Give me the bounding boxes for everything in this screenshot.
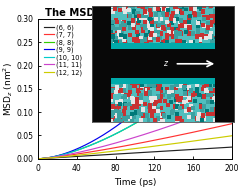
- (7, 7): [226, 124, 229, 126]
- (11, 11): [226, 104, 229, 106]
- Line: [38, 136, 232, 159]
- (9, 9): [226, 12, 229, 14]
- (8, 8): [196, 82, 198, 84]
- (9, 9): [129, 115, 132, 117]
- (12, 12): [196, 139, 198, 142]
- (11, 11): [196, 115, 198, 117]
- Y-axis label: MSD$_z$ (nm$^2$): MSD$_z$ (nm$^2$): [1, 62, 15, 116]
- (11, 11): [230, 102, 233, 104]
- (11, 11): [130, 137, 133, 139]
- (10, 10): [196, 81, 198, 83]
- (10, 10): [141, 118, 144, 120]
- Line: [38, 147, 232, 159]
- Line: [38, 103, 232, 159]
- (6, 6): [230, 146, 233, 148]
- Line: [38, 54, 232, 159]
- (8, 8): [37, 158, 40, 160]
- (11, 11): [141, 134, 144, 136]
- (12, 12): [152, 145, 155, 147]
- (7, 7): [37, 158, 40, 160]
- (10, 10): [226, 57, 229, 59]
- Text: z: z: [163, 59, 167, 68]
- (9, 9): [141, 104, 144, 106]
- Line: [38, 124, 232, 159]
- (11, 11): [152, 130, 155, 133]
- X-axis label: Time (ps): Time (ps): [114, 178, 156, 187]
- (9, 9): [196, 49, 198, 51]
- (8, 8): [226, 58, 229, 61]
- (12, 12): [226, 135, 229, 138]
- (6, 6): [152, 151, 155, 153]
- (7, 7): [230, 122, 233, 125]
- (12, 12): [141, 146, 144, 149]
- (11, 11): [37, 158, 40, 160]
- (10, 10): [129, 125, 132, 127]
- (6, 6): [130, 152, 133, 154]
- (10, 10): [152, 111, 155, 113]
- (6, 6): [129, 152, 132, 154]
- (12, 12): [37, 158, 40, 160]
- (7, 7): [130, 144, 133, 146]
- Line: [38, 7, 232, 159]
- (9, 9): [130, 114, 133, 116]
- (6, 6): [226, 146, 229, 149]
- (8, 8): [230, 54, 233, 57]
- (10, 10): [230, 53, 233, 55]
- (6, 6): [37, 158, 40, 160]
- (9, 9): [37, 158, 40, 160]
- (12, 12): [230, 135, 233, 137]
- (12, 12): [129, 148, 132, 150]
- (8, 8): [129, 125, 132, 127]
- (6, 6): [196, 148, 198, 150]
- (6, 6): [141, 151, 144, 154]
- (9, 9): [152, 95, 155, 97]
- (7, 7): [196, 130, 198, 132]
- (8, 8): [141, 118, 144, 120]
- Legend: (6, 6), (7, 7), (8, 8), (9, 9), (10, 10), (11, 11), (12, 12): (6, 6), (7, 7), (8, 8), (9, 9), (10, 10)…: [43, 24, 83, 77]
- (7, 7): [141, 141, 144, 144]
- (11, 11): [129, 138, 132, 140]
- Title: The MSDs of ethanol in SWCNTs: The MSDs of ethanol in SWCNTs: [45, 8, 225, 18]
- (8, 8): [152, 112, 155, 114]
- (7, 7): [152, 139, 155, 142]
- (9, 9): [230, 5, 233, 8]
- (10, 10): [37, 158, 40, 160]
- (7, 7): [129, 144, 132, 146]
- (8, 8): [130, 125, 133, 127]
- (12, 12): [130, 148, 133, 150]
- (10, 10): [130, 124, 133, 127]
- Line: [38, 56, 232, 159]
